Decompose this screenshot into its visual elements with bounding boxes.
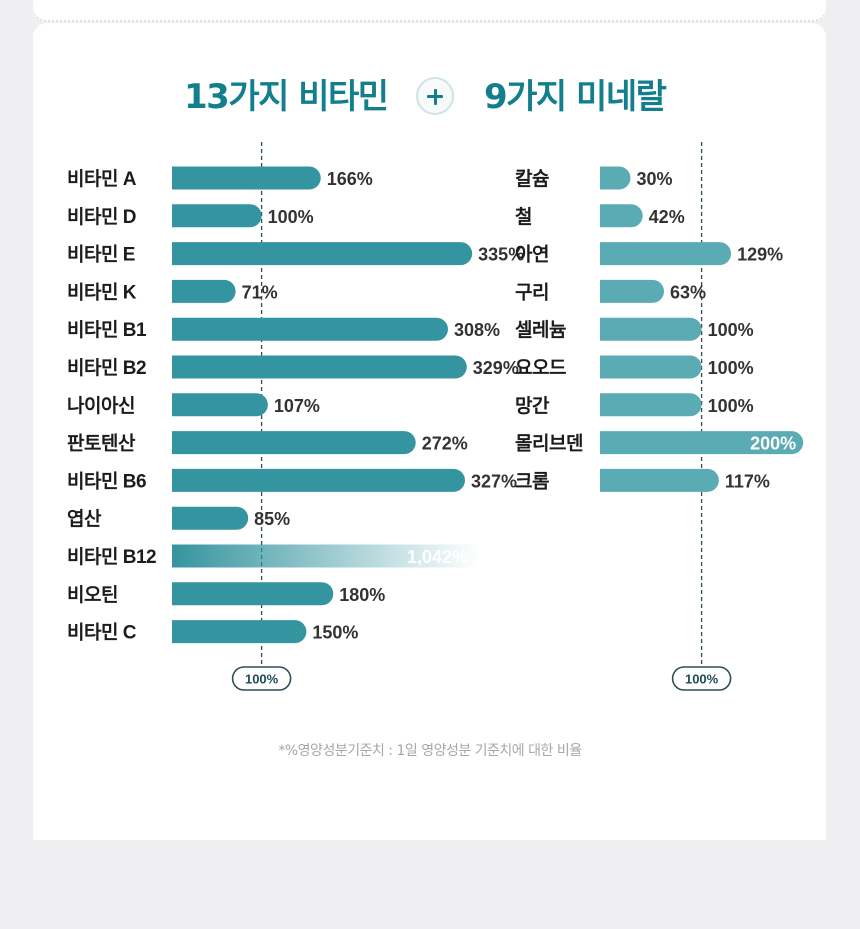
vitamin-value-1: 100% <box>268 207 314 227</box>
vitamin-value-8: 327% <box>471 471 517 491</box>
mineral-bar-2 <box>600 242 732 266</box>
vitamin-reference-label: 100% <box>245 672 279 687</box>
vitamin-title: 13가지 비타민 <box>184 77 389 117</box>
mineral-value-5: 100% <box>708 358 754 378</box>
mineral-value-6: 100% <box>708 396 754 416</box>
vitamin-chart: 비타민 A 166% 비타민 D 100% 비타민 E 335% 비타민 K 71% 비타민 B… <box>67 142 524 691</box>
mineral-reference-label: 100% <box>685 672 719 687</box>
vitamin-label-4: 비타민 B1 <box>67 319 147 341</box>
mineral-label-6: 망간 <box>515 395 550 417</box>
mineral-reference-badge <box>671 666 732 691</box>
nutrient-bar-charts: 비타민 A 166% 비타민 D 100% 비타민 E 335% 비타민 K 71% 비타민 B… <box>67 142 804 691</box>
vitamin-bar-12 <box>172 620 307 644</box>
mineral-label-7: 몰리브덴 <box>515 433 583 455</box>
mineral-label-2: 아연 <box>515 244 549 266</box>
mineral-label-5: 요오드 <box>515 358 566 379</box>
mineral-title: 9가지 미네랄 <box>484 77 667 117</box>
vitamin-bar-4 <box>172 317 448 341</box>
vitamin-value-12: 150% <box>312 623 358 643</box>
vitamin-label-10: 비타민 B12 <box>67 546 156 568</box>
vitamin-value-2: 335% <box>478 245 524 265</box>
mineral-label-0: 칼슘 <box>515 168 549 190</box>
vitamin-value-11: 180% <box>339 585 385 605</box>
mineral-bar-3 <box>600 279 665 303</box>
mineral-value-1: 42% <box>649 207 685 227</box>
vitamin-label-12: 비타민 C <box>67 622 137 644</box>
vitamin-value-10: 1,042% <box>407 547 468 567</box>
mineral-chart: 칼슘 30% 철 42% 아연 129% 구리 63% 셀레늄 100% 요오드 100% 망간 100%… <box>515 142 804 691</box>
mineral-value-7: 200% <box>750 434 796 454</box>
vitamin-bar-6 <box>172 393 268 417</box>
vitamin-bar-5 <box>172 355 467 379</box>
mineral-value-0: 30% <box>636 169 672 189</box>
vitamin-reference-badge <box>231 666 292 691</box>
mineral-bar-7 <box>600 431 804 455</box>
mineral-bar-0 <box>600 166 631 190</box>
vitamin-value-6: 107% <box>274 396 320 416</box>
mineral-label-4: 셀레늄 <box>515 319 566 341</box>
vitamin-value-0: 166% <box>327 169 373 189</box>
vitamin-bar-8 <box>172 468 465 492</box>
vitamin-label-2: 비타민 E <box>67 244 135 266</box>
mineral-bar-5 <box>600 355 702 379</box>
vitamin-bar-7 <box>172 431 416 455</box>
mineral-bar-8 <box>600 468 719 492</box>
vitamin-bar-9 <box>172 506 249 530</box>
vitamin-value-4: 308% <box>454 320 500 340</box>
vitamin-label-7: 판토텐산 <box>67 433 136 455</box>
vitamin-bar-1 <box>172 204 262 228</box>
vitamin-bar-11 <box>172 582 334 606</box>
vitamin-value-9: 85% <box>254 509 290 529</box>
vitamin-bar-10 <box>172 544 480 568</box>
vitamin-label-5: 비타민 B2 <box>67 357 146 379</box>
plus-icon <box>416 77 454 115</box>
mineral-bar-6 <box>600 393 702 417</box>
vitamin-label-1: 비타민 D <box>67 206 136 228</box>
vitamin-label-9: 엽산 <box>67 508 102 530</box>
mineral-bar-1 <box>600 204 643 228</box>
vitamin-value-7: 272% <box>422 434 468 454</box>
previous-section-card <box>33 0 826 22</box>
vitamin-label-3: 비타민 K <box>67 281 137 303</box>
mineral-label-1: 철 <box>515 206 532 228</box>
vitamin-label-6: 나이아신 <box>67 395 135 417</box>
vitamin-bar-3 <box>172 279 236 303</box>
mineral-label-8: 크롬 <box>515 470 549 492</box>
vitamin-bar-2 <box>172 242 473 266</box>
vitamin-bar-0 <box>172 166 321 190</box>
vitamin-value-3: 71% <box>242 282 278 302</box>
mineral-value-8: 117% <box>725 471 770 491</box>
mineral-value-2: 129% <box>737 245 783 265</box>
vitamin-label-0: 비타민 A <box>67 168 137 190</box>
chart-title-row: 13가지 비타민 9가지 미네랄 <box>0 72 860 122</box>
mineral-value-3: 63% <box>670 282 706 302</box>
mineral-label-3: 구리 <box>515 281 549 303</box>
vitamin-label-11: 비오틴 <box>67 584 118 606</box>
footnote: *%영양성분기준치 : 1일 영양성분 기준치에 대한 비율 <box>278 743 582 759</box>
vitamin-label-8: 비타민 B6 <box>67 470 146 492</box>
mineral-value-4: 100% <box>708 320 754 340</box>
mineral-bar-4 <box>600 317 702 341</box>
vitamin-value-5: 329% <box>473 358 519 378</box>
